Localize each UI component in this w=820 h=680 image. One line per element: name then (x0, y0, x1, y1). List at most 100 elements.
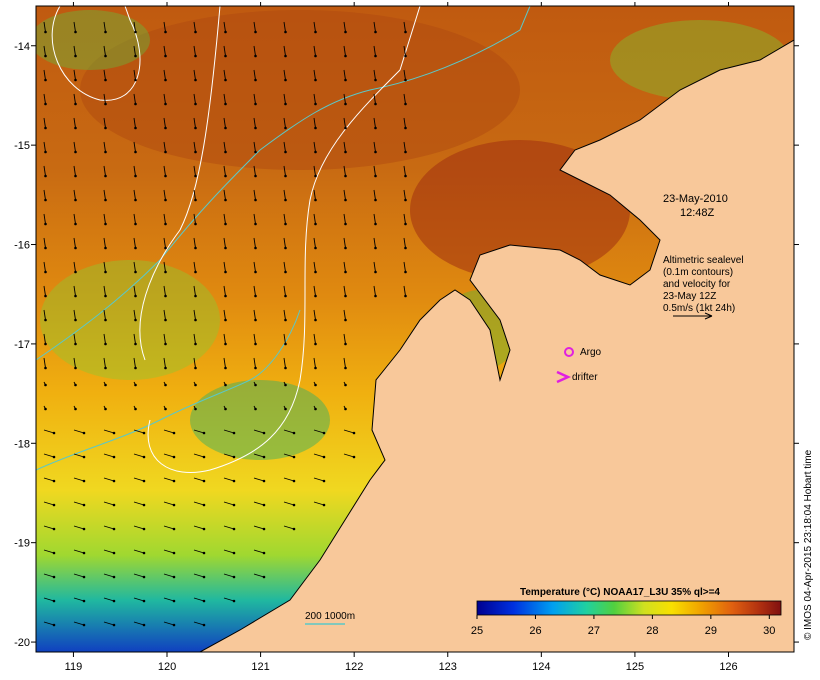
velocity-arrow (223, 477, 235, 482)
velocity-arrow-head (104, 30, 107, 34)
velocity-arrow-head (82, 575, 86, 579)
velocity-arrow (193, 189, 196, 201)
velocity-arrow (43, 261, 46, 273)
velocity-arrow-head (254, 174, 257, 178)
velocity-arrow (163, 45, 166, 57)
velocity-arrow (133, 597, 145, 602)
velocity-arrow (163, 69, 166, 81)
velocity-arrow (73, 189, 76, 201)
velocity-arrow-head (292, 479, 296, 483)
velocity-arrow-head (202, 551, 206, 555)
velocity-arrow-head (74, 174, 77, 178)
velocity-arrow-head (104, 294, 107, 298)
velocity-arrow (193, 69, 196, 81)
argo-marker-icon (564, 347, 574, 357)
velocity-arrow (73, 525, 85, 530)
velocity-arrow (313, 165, 316, 177)
velocity-arrow-head (254, 150, 257, 154)
velocity-arrow (163, 141, 166, 153)
velocity-arrow-head (284, 78, 287, 82)
velocity-arrow (313, 213, 316, 225)
velocity-arrow (343, 285, 346, 297)
velocity-arrow-head (254, 30, 257, 34)
velocity-arrow-head (44, 383, 47, 387)
velocity-arrow (253, 93, 256, 105)
colorbar-tick-label: 28 (646, 625, 658, 637)
velocity-arrow (133, 21, 136, 33)
velocity-arrow (343, 189, 346, 201)
plot-frame (35, 5, 795, 653)
velocity-arrow (283, 21, 286, 33)
velocity-arrow (283, 357, 286, 369)
velocity-arrow (133, 573, 145, 578)
velocity-arrow (223, 237, 226, 249)
velocity-arrow-head (224, 383, 227, 387)
velocity-arrow (163, 21, 166, 33)
velocity-arrow-head (134, 383, 137, 387)
bathymetry-label: 200 1000m (305, 611, 355, 622)
velocity-arrow (163, 525, 175, 530)
velocity-arrow-head (284, 126, 287, 130)
velocity-arrow-head (104, 78, 107, 82)
velocity-arrow (313, 501, 325, 506)
velocity-arrow (193, 237, 196, 249)
velocity-arrow (163, 453, 175, 458)
velocity-arrow-head (82, 503, 86, 507)
velocity-arrow-head (284, 383, 287, 387)
velocity-arrow-head (202, 503, 206, 507)
velocity-arrow (193, 213, 196, 225)
velocity-arrow (253, 141, 256, 153)
velocity-arrow-head (254, 318, 257, 322)
velocity-arrow (43, 357, 46, 369)
velocity-arrow-head (134, 366, 137, 370)
velocity-arrow-head (134, 174, 137, 178)
velocity-arrow-head (142, 503, 146, 507)
velocity-arrow-head (194, 54, 197, 58)
velocity-arrow (103, 333, 106, 345)
velocity-arrow (73, 69, 76, 81)
velocity-arrow (133, 237, 136, 249)
velocity-arrow (343, 237, 346, 249)
velocity-arrow-head (224, 30, 227, 34)
velocity-arrow (403, 141, 406, 153)
datetime-line1: 23-May-2010 (663, 193, 728, 205)
velocity-arrow (163, 429, 175, 434)
velocity-arrow (253, 69, 256, 81)
velocity-arrow-head (44, 30, 47, 34)
velocity-arrow (313, 189, 316, 201)
velocity-arrow-head (404, 150, 407, 154)
velocity-arrow (73, 237, 76, 249)
velocity-arrow (403, 93, 406, 105)
velocity-arrow-head (104, 366, 107, 370)
velocity-arrow-head (404, 174, 407, 178)
colorbar-tick-label: 30 (763, 625, 775, 637)
velocity-arrow-head (44, 294, 47, 298)
velocity-arrow-head (344, 383, 347, 387)
velocity-arrow (373, 21, 376, 33)
velocity-arrow (133, 453, 145, 458)
colorbar-tick-label: 25 (471, 625, 483, 637)
velocity-arrow (43, 189, 46, 201)
velocity-arrow-head (172, 599, 176, 603)
velocity-arrow-head (74, 246, 77, 250)
velocity-arrow (43, 549, 55, 554)
sealevel-line-2: (0.1m contours) (663, 267, 733, 278)
velocity-arrow-head (284, 150, 287, 154)
velocity-arrow (223, 309, 226, 321)
sealevel-line-3: and velocity for (663, 279, 731, 290)
velocity-arrow (73, 141, 76, 153)
velocity-arrow (343, 93, 346, 105)
velocity-arrow-head (224, 318, 227, 322)
velocity-arrow-head (164, 366, 167, 370)
colorbar-tick-label: 27 (588, 625, 600, 637)
velocity-arrow (403, 117, 406, 129)
velocity-arrow (73, 309, 76, 321)
velocity-arrow (373, 45, 376, 57)
velocity-arrow-head (344, 407, 347, 411)
velocity-arrow-head (52, 551, 56, 555)
velocity-arrow-head (194, 174, 197, 178)
velocity-arrow-head (344, 30, 347, 34)
velocity-arrow-head (374, 150, 377, 154)
velocity-arrow (133, 477, 145, 482)
velocity-arrow (223, 141, 226, 153)
